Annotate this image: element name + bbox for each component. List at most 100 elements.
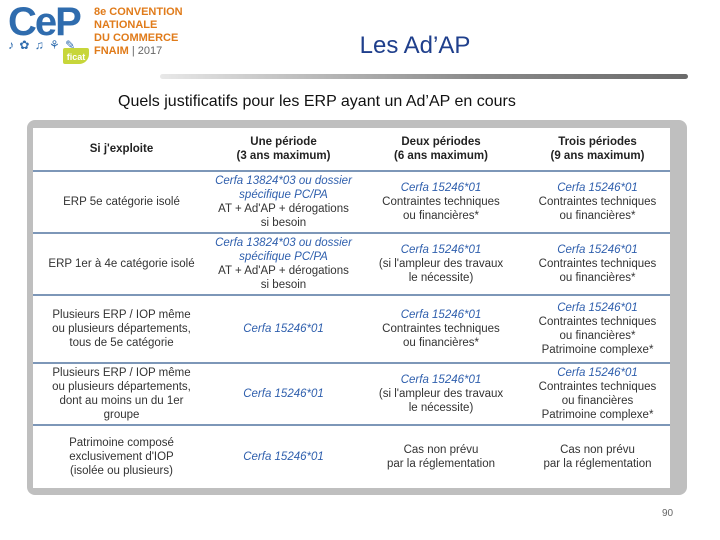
logo-line-3: DU COMMERCE: [94, 32, 179, 44]
header-line: (9 ans maximum): [550, 150, 645, 162]
table-cell-col-deux-periodes: Cerfa 15246*01 (si l'ampleur des travaux l…: [357, 364, 525, 426]
cell-text: groupe: [103, 409, 140, 421]
cell-text: Patrimoine complexe*: [541, 409, 654, 421]
header-line: (6 ans maximum): [394, 150, 488, 162]
cell-text: par la réglementation: [543, 458, 652, 470]
cell-text: Patrimoine complexe*: [541, 344, 654, 356]
logo-doodles-icon: ♪ ✿ ♫ ⚘ ✎: [8, 38, 77, 52]
table-cell-col-deux-periodes: Cas non prévu par la réglementation: [357, 426, 525, 488]
table-cell-col-si-jexploite: ERP 1er à 4e catégorie isolé: [33, 234, 210, 296]
cell-text: Contraintes techniques: [538, 258, 657, 270]
cell-text: Contraintes techniques: [538, 381, 657, 393]
cerfa-reference: Cerfa 15246*01: [243, 388, 324, 400]
cell-text: tous de 5e catégorie: [69, 337, 174, 349]
table-cell-col-si-jexploite: Patrimoine composé exclusivement d'IOP (is…: [33, 426, 210, 488]
header-col-deux-periodes: Deux périodes (6 ans maximum): [357, 128, 525, 172]
cell-text: (isolée ou plusieurs): [70, 465, 173, 477]
header-col-trois-periodes: Trois périodes (9 ans maximum): [525, 128, 670, 172]
cerfa-reference: Cerfa 15246*01: [400, 309, 482, 321]
table-cell-col-trois-periodes: Cerfa 15246*01 Contraintes techniques ou f…: [525, 234, 670, 296]
logo-line-1: 8e CONVENTION: [94, 6, 183, 18]
cerfa-reference: Cerfa 15246*01: [557, 302, 638, 314]
cell-text: ou financières*: [559, 272, 636, 284]
cell-text: Contraintes techniques: [382, 196, 500, 208]
cerfa-reference: Cerfa 15246*01: [400, 244, 482, 256]
logo: CeP ♪ ✿ ♫ ⚘ ✎ ficat 8e CONVENTION NATION…: [6, 0, 206, 66]
title-rule: [160, 74, 688, 79]
logo-fnaim: FNAIM: [94, 45, 129, 57]
table-cell-col-deux-periodes: Cerfa 15246*01 (si l'ampleur des travaux l…: [357, 234, 525, 296]
logo-year: | 2017: [131, 45, 163, 57]
table-cell-col-trois-periodes: Cerfa 15246*01 Contraintes techniques ou f…: [525, 364, 670, 426]
cell-text: ou financières*: [559, 210, 636, 222]
cell-text: par la réglementation: [386, 458, 496, 470]
cell-text: Contraintes techniques: [382, 323, 500, 335]
cell-text: le nécessite): [408, 272, 474, 284]
cell-text: Contraintes techniques: [538, 316, 657, 328]
cell-text: ou financières: [561, 395, 634, 407]
header-line: Une période: [250, 136, 317, 148]
table-cell-col-si-jexploite: Plusieurs ERP / IOP même ou plusieurs dép…: [33, 364, 210, 426]
logo-brand: CeP: [8, 0, 82, 44]
cerfa-reference: spécifique PC/PA: [239, 251, 328, 263]
cell-text: ERP 5e catégorie isolé: [63, 196, 180, 208]
header-col-si-jexploite: Si j'exploite: [33, 128, 210, 172]
table-cell-col-trois-periodes: Cerfa 15246*01 Contraintes techniques ou f…: [525, 172, 670, 234]
cell-text: Cas non prévu: [403, 444, 479, 456]
table-cell-col-deux-periodes: Cerfa 15246*01 Contraintes techniques ou f…: [357, 296, 525, 364]
cerfa-reference: Cerfa 15246*01: [243, 323, 324, 335]
table-cell-col-une-periode: Cerfa 13824*03 ou dossier spécifique PC/P…: [210, 172, 357, 234]
cell-text: Plusieurs ERP / IOP même: [52, 367, 191, 379]
cerfa-reference: Cerfa 13824*03 ou dossier: [215, 175, 352, 187]
cell-text: dont au moins un du 1er: [59, 395, 184, 407]
justificatifs-table: Si j'exploite Une période (3 ans maximum) D…: [33, 128, 670, 488]
cerfa-reference: Cerfa 15246*01: [243, 451, 324, 463]
cerfa-reference: Cerfa 15246*01: [400, 374, 482, 386]
table-cell-col-deux-periodes: Cerfa 15246*01 Contraintes techniques ou f…: [357, 172, 525, 234]
cell-text: ERP 1er à 4e catégorie isolé: [48, 258, 195, 270]
cell-text: ou financières*: [402, 337, 480, 349]
table-cell-col-si-jexploite: ERP 5e catégorie isolé: [33, 172, 210, 234]
cerfa-reference: Cerfa 15246*01: [557, 244, 638, 256]
cell-text: Cas non prévu: [560, 444, 635, 456]
cell-text: AT + Ad'AP + dérogations: [218, 265, 349, 277]
cell-text: (si l'ampleur des travaux: [378, 388, 504, 400]
cell-text: Patrimoine composé: [69, 437, 174, 449]
cell-text: ou financières*: [559, 330, 636, 342]
cell-text: ou financières*: [402, 210, 480, 222]
header-col-une-periode: Une période (3 ans maximum): [210, 128, 357, 172]
cerfa-reference: Cerfa 13824*03 ou dossier: [215, 237, 352, 249]
table-cell-col-une-periode: Cerfa 15246*01: [210, 296, 357, 364]
cell-text: exclusivement d'IOP: [69, 451, 174, 463]
cell-text: AT + Ad'AP + dérogations: [218, 203, 349, 215]
table-cell-col-une-periode: Cerfa 15246*01: [210, 426, 357, 488]
cell-text: Plusieurs ERP / IOP même: [52, 309, 191, 321]
cell-text: (si l'ampleur des travaux: [378, 258, 504, 270]
logo-line-2: NATIONALE: [94, 19, 158, 31]
header-line: Deux périodes: [401, 136, 481, 148]
table-cell-col-une-periode: Cerfa 13824*03 ou dossier spécifique PC/P…: [210, 234, 357, 296]
slide-title: Les Ad’AP: [359, 32, 471, 59]
logo-badge: ficat: [63, 48, 89, 64]
cell-text: si besoin: [260, 217, 307, 229]
cell-text: si besoin: [260, 279, 307, 291]
table-cell-col-une-periode: Cerfa 15246*01: [210, 364, 357, 426]
cerfa-reference: Cerfa 15246*01: [557, 182, 638, 194]
cerfa-reference: Cerfa 15246*01: [400, 182, 482, 194]
cell-text: le nécessite): [408, 402, 474, 414]
table-cell-col-trois-periodes: Cas non prévu par la réglementation: [525, 426, 670, 488]
logo-line-4: FNAIM | 2017: [94, 45, 183, 58]
page-number: 90: [662, 508, 674, 519]
header-line: Trois périodes: [558, 136, 637, 148]
slide-subtitle: Quels justificatifs pour les ERP ayant u…: [118, 93, 516, 110]
cell-text: Contraintes techniques: [538, 196, 657, 208]
logo-text: 8e CONVENTION NATIONALE DU COMMERCE FNAI…: [94, 6, 183, 58]
cerfa-reference: Cerfa 15246*01: [557, 367, 638, 379]
header-line: (3 ans maximum): [236, 150, 331, 162]
header-line: Si j'exploite: [89, 143, 154, 155]
cell-text: ou plusieurs départements,: [52, 323, 191, 335]
cell-text: ou plusieurs départements,: [52, 381, 191, 393]
table-cell-col-trois-periodes: Cerfa 15246*01 Contraintes techniques ou f…: [525, 296, 670, 364]
cerfa-reference: spécifique PC/PA: [239, 189, 328, 201]
table-cell-col-si-jexploite: Plusieurs ERP / IOP même ou plusieurs dép…: [33, 296, 210, 364]
